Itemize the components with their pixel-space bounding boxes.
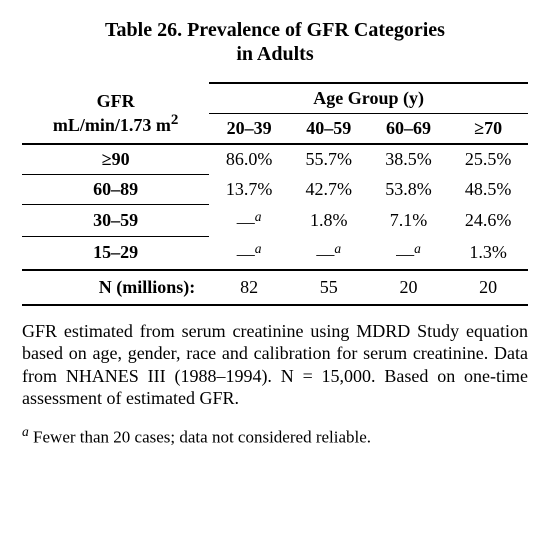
cell: 13.7% [209, 175, 289, 205]
table-caption: GFR estimated from serum creatinine usin… [22, 320, 528, 410]
col-20-39: 20–39 [209, 114, 289, 145]
cell: 7.1% [369, 205, 449, 237]
n-row: N (millions): 82 55 20 20 [22, 270, 528, 305]
table-row: 15–29—a—a—a1.3% [22, 237, 528, 270]
cell: 38.5% [369, 144, 449, 175]
n-60-69: 20 [369, 270, 449, 305]
age-group-header: Age Group (y) [209, 83, 528, 114]
title-line1: Table 26. Prevalence of GFR Categories [105, 19, 445, 41]
cell: 1.8% [289, 205, 369, 237]
cell: 53.8% [369, 175, 449, 205]
cell: 24.6% [448, 205, 528, 237]
n-ge70: 20 [448, 270, 528, 305]
cell: 48.5% [448, 175, 528, 205]
table-footnote: a Fewer than 20 cases; data not consider… [22, 424, 528, 448]
row-label: ≥90 [22, 144, 209, 175]
cell: 25.5% [448, 144, 528, 175]
cell: —a [209, 205, 289, 237]
row-label: 60–89 [22, 175, 209, 205]
footnote-text: Fewer than 20 cases; data not considered… [29, 427, 371, 446]
cell: 42.7% [289, 175, 369, 205]
n-20-39: 82 [209, 270, 289, 305]
gfr-label-line2: mL/min/1.73 m2 [53, 115, 179, 135]
n-40-59: 55 [289, 270, 369, 305]
table-row: 60–8913.7%42.7%53.8%48.5% [22, 175, 528, 205]
cell: 86.0% [209, 144, 289, 175]
col-40-59: 40–59 [289, 114, 369, 145]
gfr-label-line1: GFR [97, 91, 135, 111]
row-label: 15–29 [22, 237, 209, 270]
gfr-table: GFR mL/min/1.73 m2 Age Group (y) 20–39 4… [22, 82, 528, 306]
cell: 55.7% [289, 144, 369, 175]
cell: —a [289, 237, 369, 270]
table-row: 30–59—a1.8%7.1%24.6% [22, 205, 528, 237]
cell: 1.3% [448, 237, 528, 270]
row-header-gfr: GFR mL/min/1.73 m2 [22, 83, 209, 144]
col-60-69: 60–69 [369, 114, 449, 145]
col-ge70: ≥70 [448, 114, 528, 145]
footnote-marker: a [22, 424, 29, 439]
cell: —a [369, 237, 449, 270]
table-row: ≥9086.0%55.7%38.5%25.5% [22, 144, 528, 175]
n-label: N (millions): [22, 270, 209, 305]
title-line2: in Adults [236, 43, 313, 65]
cell: —a [209, 237, 289, 270]
table-title: Table 26. Prevalence of GFR Categories i… [22, 18, 528, 66]
row-label: 30–59 [22, 205, 209, 237]
